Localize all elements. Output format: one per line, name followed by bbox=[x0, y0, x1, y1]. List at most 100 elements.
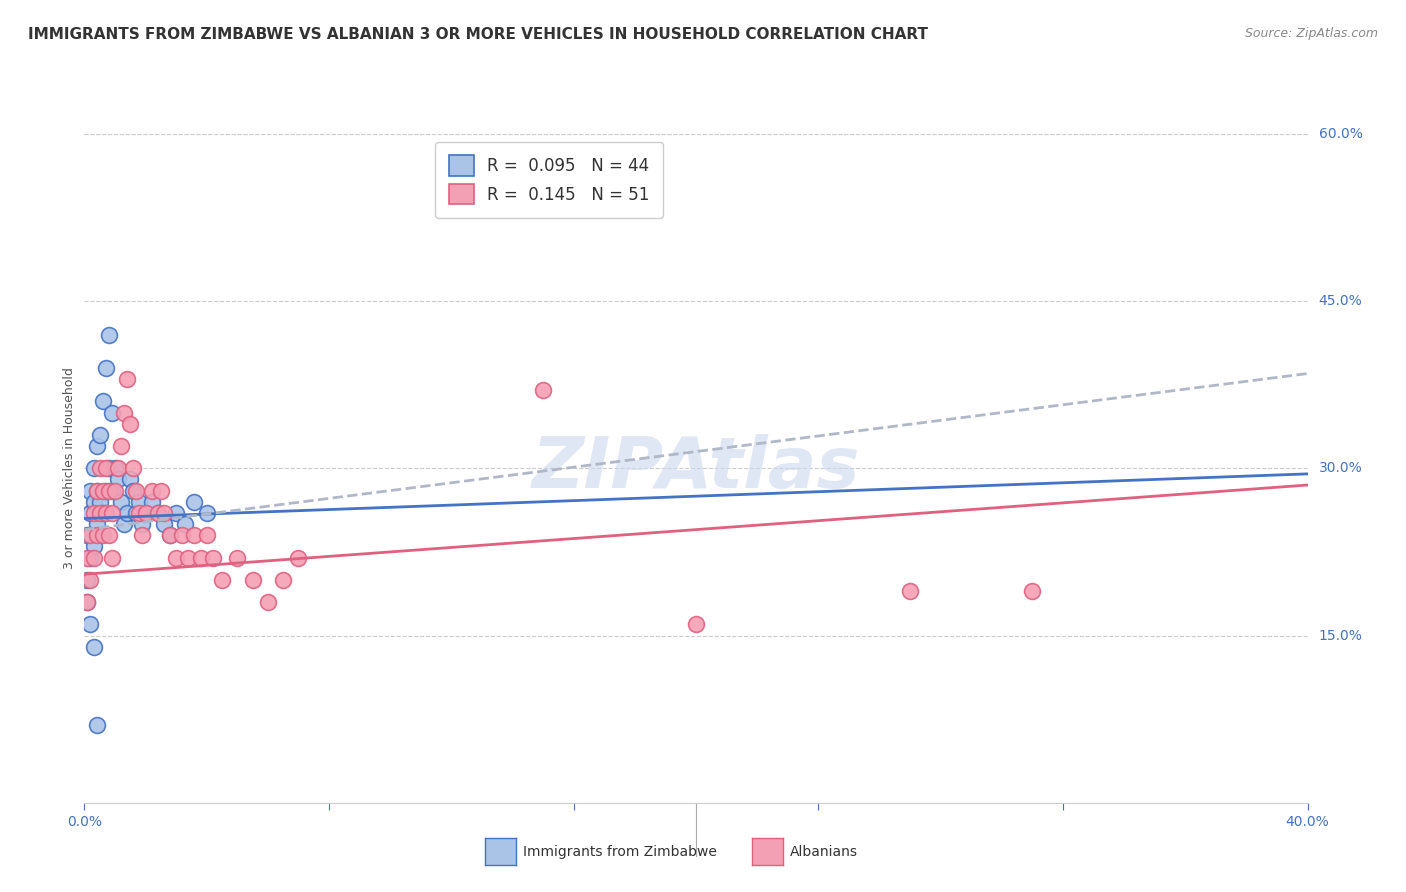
Point bbox=[685, 617, 707, 632]
Point bbox=[135, 506, 157, 520]
Point bbox=[141, 483, 163, 498]
Point bbox=[898, 584, 921, 599]
Point bbox=[91, 528, 114, 542]
Point bbox=[89, 494, 111, 508]
Point bbox=[104, 461, 127, 475]
Point bbox=[172, 528, 194, 542]
Point bbox=[120, 417, 142, 431]
Point bbox=[97, 327, 120, 342]
Point bbox=[201, 550, 224, 565]
Text: 15.0%: 15.0% bbox=[1319, 629, 1362, 642]
Point bbox=[94, 483, 117, 498]
Point bbox=[86, 528, 108, 542]
Point bbox=[128, 494, 150, 508]
Point bbox=[146, 506, 169, 520]
Point bbox=[153, 517, 176, 532]
Point bbox=[159, 528, 181, 542]
Point bbox=[110, 494, 132, 508]
Point bbox=[183, 528, 205, 542]
Point bbox=[79, 506, 101, 520]
Point bbox=[76, 595, 98, 609]
Point bbox=[120, 473, 142, 487]
Point bbox=[195, 506, 218, 520]
Text: 45.0%: 45.0% bbox=[1319, 294, 1362, 308]
Point bbox=[91, 506, 114, 520]
Point bbox=[1021, 584, 1043, 599]
Point bbox=[174, 517, 197, 532]
Point bbox=[107, 473, 129, 487]
Point bbox=[271, 573, 294, 587]
Point bbox=[79, 550, 101, 565]
Point bbox=[83, 539, 105, 553]
Point bbox=[97, 528, 120, 542]
Point bbox=[83, 494, 105, 508]
Point bbox=[226, 550, 249, 565]
Point bbox=[183, 494, 205, 508]
Point bbox=[94, 361, 117, 376]
Point bbox=[86, 483, 108, 498]
Point bbox=[141, 494, 163, 508]
Text: 60.0%: 60.0% bbox=[1319, 127, 1362, 141]
Point bbox=[94, 506, 117, 520]
Point bbox=[287, 550, 309, 565]
Point bbox=[91, 394, 114, 409]
Text: Albanians: Albanians bbox=[790, 845, 858, 859]
Point bbox=[107, 461, 129, 475]
Point bbox=[190, 550, 212, 565]
Y-axis label: 3 or more Vehicles in Household: 3 or more Vehicles in Household bbox=[63, 368, 76, 569]
Text: Immigrants from Zimbabwe: Immigrants from Zimbabwe bbox=[523, 845, 717, 859]
Text: 30.0%: 30.0% bbox=[1319, 461, 1362, 475]
Point bbox=[101, 550, 124, 565]
Point bbox=[83, 461, 105, 475]
Point bbox=[165, 506, 187, 520]
Point bbox=[177, 550, 200, 565]
Point bbox=[159, 528, 181, 542]
Point bbox=[101, 406, 124, 420]
Point bbox=[76, 528, 98, 542]
Point bbox=[79, 483, 101, 498]
Point bbox=[76, 573, 98, 587]
Point bbox=[79, 573, 101, 587]
Point bbox=[146, 506, 169, 520]
Point bbox=[83, 550, 105, 565]
Point bbox=[131, 528, 153, 542]
Text: ZIPAtlas: ZIPAtlas bbox=[531, 434, 860, 503]
Point bbox=[104, 483, 127, 498]
Point bbox=[79, 617, 101, 632]
Point bbox=[76, 595, 98, 609]
Point bbox=[128, 506, 150, 520]
Point bbox=[86, 439, 108, 453]
Point bbox=[153, 506, 176, 520]
Point bbox=[101, 506, 124, 520]
Point bbox=[83, 640, 105, 654]
Point bbox=[149, 483, 172, 498]
Point bbox=[122, 461, 145, 475]
Point bbox=[97, 483, 120, 498]
Legend: R =  0.095   N = 44, R =  0.145   N = 51: R = 0.095 N = 44, R = 0.145 N = 51 bbox=[436, 142, 662, 218]
Point bbox=[135, 506, 157, 520]
Point bbox=[89, 428, 111, 442]
Point bbox=[89, 506, 111, 520]
Point bbox=[112, 406, 135, 420]
Text: IMMIGRANTS FROM ZIMBABWE VS ALBANIAN 3 OR MORE VEHICLES IN HOUSEHOLD CORRELATION: IMMIGRANTS FROM ZIMBABWE VS ALBANIAN 3 O… bbox=[28, 27, 928, 42]
Text: Source: ZipAtlas.com: Source: ZipAtlas.com bbox=[1244, 27, 1378, 40]
Point bbox=[112, 517, 135, 532]
Point bbox=[86, 483, 108, 498]
Point bbox=[257, 595, 280, 609]
Point bbox=[101, 483, 124, 498]
Point bbox=[115, 372, 138, 386]
Point bbox=[165, 550, 187, 565]
Point bbox=[97, 461, 120, 475]
Point bbox=[76, 550, 98, 565]
Point bbox=[195, 528, 218, 542]
Point bbox=[122, 483, 145, 498]
Point bbox=[242, 573, 264, 587]
Point bbox=[83, 506, 105, 520]
Point bbox=[110, 439, 132, 453]
Point bbox=[91, 483, 114, 498]
Point bbox=[94, 461, 117, 475]
Point bbox=[211, 573, 233, 587]
Point bbox=[531, 384, 554, 398]
Point bbox=[86, 517, 108, 532]
Point bbox=[89, 461, 111, 475]
